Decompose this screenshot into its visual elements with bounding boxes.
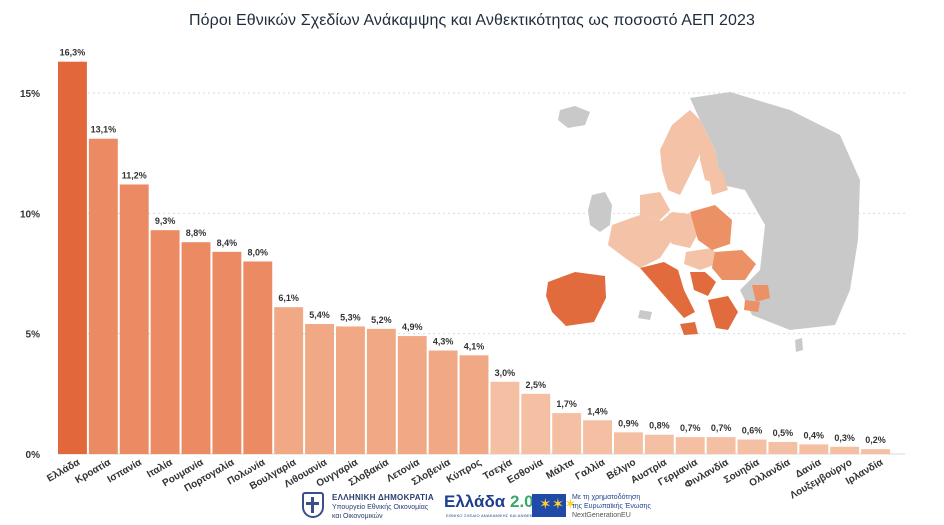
bar: [58, 61, 87, 455]
bar: [583, 420, 612, 454]
x-tick-label: Μάλτα: [544, 457, 577, 482]
y-tick-label: 10%: [20, 209, 40, 220]
bar: [706, 437, 736, 454]
data-label: 4,3%: [433, 337, 454, 347]
data-label: 16,3%: [60, 48, 86, 58]
footer-logos: ΕΛΛΗΝΙΚΗ ΔΗΜΟΚΡΑΤΙΑ Υπουργείο Εθνικής Οι…: [0, 490, 944, 525]
bar: [336, 326, 365, 454]
bar: [212, 251, 242, 454]
bar: [675, 437, 705, 454]
x-tick-label: Κύπρος: [445, 457, 484, 486]
data-label: 8,8%: [186, 228, 207, 238]
data-label: 13,1%: [91, 125, 117, 135]
ellada-2-logo: Ελλάδα 2.0: [444, 492, 534, 512]
bar: [737, 439, 767, 454]
data-label: 4,9%: [402, 322, 423, 332]
eu-flag-icon: ✶✶✶: [532, 494, 577, 517]
gov-title: ΕΛΛΗΝΙΚΗ ΔΗΜΟΚΡΑΤΙΑ: [332, 493, 434, 502]
data-label: 0,6%: [742, 426, 763, 436]
data-label: 1,4%: [587, 406, 608, 416]
data-label: 1,7%: [556, 399, 577, 409]
data-label: 0,4%: [804, 430, 825, 440]
eu-line-2: της Ευρωπαϊκής Ένωσης: [572, 503, 651, 510]
bar: [799, 444, 829, 454]
y-tick-label: 0%: [26, 450, 41, 461]
data-label: 4,1%: [464, 341, 485, 351]
data-label: 3,0%: [495, 368, 516, 378]
gov-line-2: και Οικονομικών: [332, 513, 383, 520]
data-label: 0,2%: [865, 435, 886, 445]
data-label: 9,3%: [155, 216, 176, 226]
gov-line-1: Υπουργείο Εθνικής Οικονομίας: [332, 504, 429, 511]
bar: [366, 328, 396, 454]
bar: [88, 138, 118, 454]
bar: [768, 441, 798, 454]
y-axis-labels: 0% 5% 10% 15%: [20, 89, 40, 461]
ellada-subtitle: ΕΘΝΙΚΟ ΣΧΕΔΙΟ ΑΝΑΚΑΜΨΗΣ ΚΑΙ ΑΝΘΕΚΤΙΚΟΤΗΤ…: [446, 513, 557, 518]
bar: [614, 432, 643, 454]
bar: [181, 242, 211, 454]
chart-title: Πόροι Εθνικών Σχεδίων Ανάκαμψης και Ανθε…: [188, 12, 755, 29]
data-label: 6,1%: [278, 293, 299, 303]
bar: [830, 446, 860, 454]
x-tick-label: Εσθονία: [506, 457, 546, 487]
data-label: 0,7%: [680, 423, 701, 433]
bar: [150, 230, 180, 454]
bar: [644, 434, 674, 454]
data-label: 11,2%: [122, 170, 147, 180]
data-label: 5,2%: [371, 315, 392, 325]
eu-line-1: Με τη χρηματοδότηση: [572, 494, 641, 501]
bar: [459, 355, 489, 454]
ellada-logo-version: 2.0: [510, 492, 534, 511]
bar: [243, 261, 273, 454]
x-tick-label: Γαλλία: [574, 457, 608, 483]
bar: [490, 381, 520, 454]
data-label: 0,7%: [711, 423, 732, 433]
y-tick-label: 15%: [20, 89, 40, 100]
bar: [305, 324, 334, 454]
data-label: 0,5%: [773, 428, 794, 438]
data-label: 0,9%: [618, 418, 639, 428]
data-label: 8,4%: [217, 238, 238, 248]
data-label: 8,0%: [248, 247, 269, 257]
bar: [552, 413, 582, 454]
data-label: 0,8%: [649, 421, 670, 431]
bars: [58, 61, 890, 455]
europe-map-icon: [546, 92, 860, 352]
greek-emblem-icon: [302, 492, 324, 518]
data-label: 5,4%: [309, 310, 330, 320]
bar: [397, 336, 427, 454]
data-label: 5,3%: [340, 312, 361, 322]
data-label: 0,3%: [834, 433, 855, 443]
bar: [861, 449, 890, 454]
y-tick-label: 5%: [26, 330, 41, 341]
data-labels: 16,3% 13,1% 11,2% 9,3% 8,8% 8,4% 8,0% 6,1% 5,4% 5…: [60, 48, 886, 445]
data-label: 2,5%: [526, 380, 547, 390]
ellada-logo-word: Ελλάδα: [444, 492, 506, 511]
ministry-logo-text: ΕΛΛΗΝΙΚΗ ΔΗΜΟΚΡΑΤΙΑ Υπουργείο Εθνικής Οι…: [332, 493, 434, 521]
bar: [428, 350, 458, 454]
eu-line-3: NextGenerationEU: [572, 512, 631, 519]
x-tick-label: Ισπανία: [106, 457, 145, 486]
x-tick-label: Κροατία: [74, 457, 114, 486]
bar: [521, 393, 551, 454]
bar: [119, 184, 149, 454]
eu-funding-text: Με τη χρηματοδότηση της Ευρωπαϊκής Ένωση…: [572, 493, 651, 520]
bar: [274, 307, 304, 454]
